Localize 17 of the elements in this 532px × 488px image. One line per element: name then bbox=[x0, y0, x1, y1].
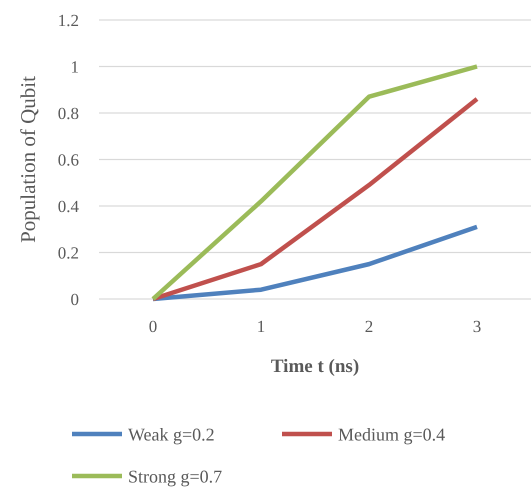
y-tick-label: 0.8 bbox=[58, 104, 79, 123]
y-tick-label: 0.4 bbox=[58, 196, 80, 216]
y-tick-label: 1.2 bbox=[58, 10, 79, 30]
x-axis-title: Time t (ns) bbox=[270, 356, 360, 377]
x-tick-label: 1 bbox=[256, 317, 266, 336]
y-tick-label: 0.2 bbox=[58, 243, 79, 262]
line-series bbox=[150, 224, 480, 302]
x-tick-label: 2 bbox=[364, 317, 374, 336]
x-tick-label: 3 bbox=[472, 317, 482, 336]
legend-label: Medium g=0.4 bbox=[338, 424, 446, 444]
y-tick-label: 0 bbox=[70, 290, 79, 309]
legend-label: Weak g=0.2 bbox=[128, 424, 215, 444]
legend-label: Strong g=0.7 bbox=[128, 466, 222, 486]
x-tick-label: 0 bbox=[148, 317, 158, 336]
y-tick-label: 0.6 bbox=[58, 150, 79, 170]
y-axis-title: Population of Qubit bbox=[16, 76, 40, 243]
y-tick-label: 1 bbox=[70, 57, 79, 76]
